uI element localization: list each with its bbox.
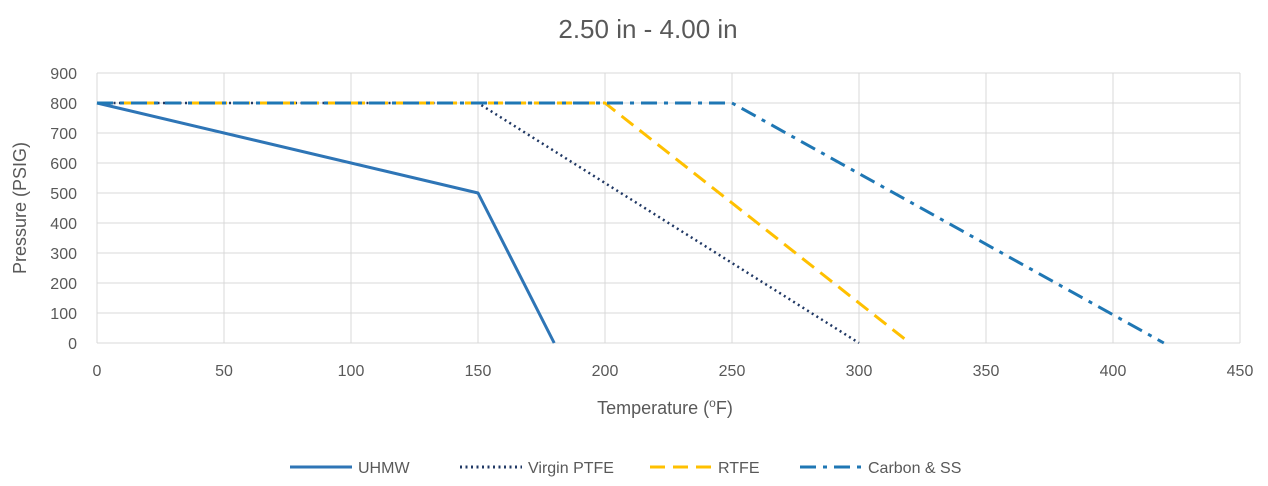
y-tick-label: 100 xyxy=(50,306,77,323)
y-tick-label: 0 xyxy=(68,336,77,353)
legend-label: UHMW xyxy=(358,460,410,477)
chart-title: 2.50 in - 4.00 in xyxy=(558,14,737,44)
y-axis-ticks: 0 100 200 300 400 500 600 700 800 900 xyxy=(50,66,77,353)
legend: UHMW Virgin PTFE RTFE Carbon & SS xyxy=(290,460,961,477)
y-tick-label: 900 xyxy=(50,66,77,83)
y-tick-label: 500 xyxy=(50,186,77,203)
x-axis-label: Temperature (oF) xyxy=(597,396,733,418)
y-axis-label: Pressure (PSIG) xyxy=(10,142,30,274)
x-axis-label-main: Temperature ( xyxy=(597,398,709,418)
y-tick-label: 800 xyxy=(50,96,77,113)
x-tick-label: 0 xyxy=(93,363,102,380)
y-tick-label: 400 xyxy=(50,216,77,233)
x-axis-label-end: F) xyxy=(716,398,733,418)
series-line-carbon-ss xyxy=(97,101,1165,345)
x-tick-label: 400 xyxy=(1100,363,1127,380)
x-tick-label: 450 xyxy=(1227,363,1254,380)
x-tick-label: 200 xyxy=(592,363,619,380)
x-tick-label: 150 xyxy=(465,363,492,380)
y-tick-label: 600 xyxy=(50,156,77,173)
x-tick-label: 300 xyxy=(846,363,873,380)
series-line-rtfe xyxy=(97,101,911,345)
x-axis-label-sup: o xyxy=(709,396,716,410)
series-lines xyxy=(96,101,1165,345)
x-tick-label: 250 xyxy=(719,363,746,380)
x-tick-label: 100 xyxy=(338,363,365,380)
y-tick-label: 200 xyxy=(50,276,77,293)
legend-label: Carbon & SS xyxy=(868,460,961,477)
x-tick-label: 50 xyxy=(215,363,233,380)
legend-label: RTFE xyxy=(718,460,759,477)
y-tick-label: 700 xyxy=(50,126,77,143)
x-axis-ticks: 0 50 100 150 200 250 300 350 400 450 xyxy=(93,363,1254,380)
legend-label: Virgin PTFE xyxy=(528,460,614,477)
x-tick-label: 350 xyxy=(973,363,1000,380)
y-tick-label: 300 xyxy=(50,246,77,263)
series-line-uhmw xyxy=(96,101,556,344)
gridlines xyxy=(96,72,1241,344)
